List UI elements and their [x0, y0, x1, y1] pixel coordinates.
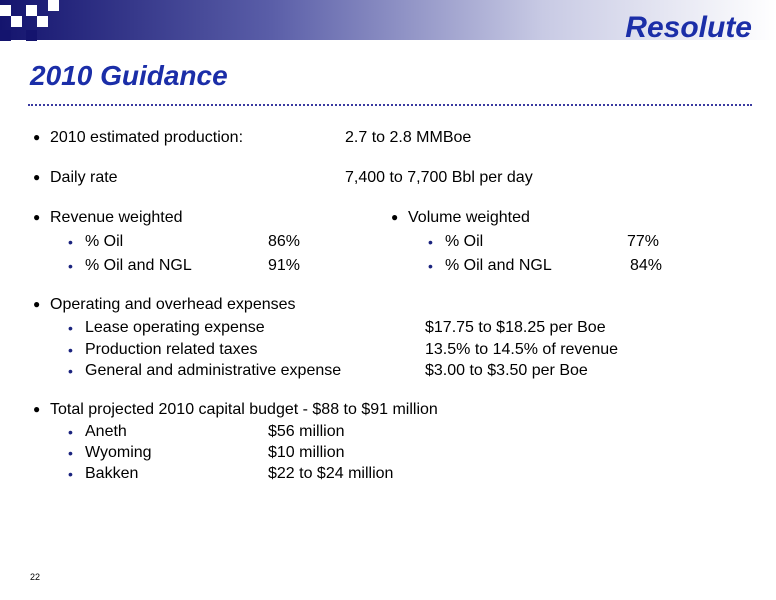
header-band: [0, 0, 776, 40]
row-value: $56 million: [268, 423, 345, 440]
deco-square: [26, 5, 37, 16]
row-value: 86%: [268, 233, 301, 250]
deco-square: [48, 0, 59, 11]
row-value: 13.5% to 14.5% of revenue: [425, 341, 619, 358]
row-label: Wyoming: [68, 444, 151, 462]
deco-square: [0, 5, 11, 16]
row-label: Bakken: [68, 465, 138, 483]
item-label: 2010 estimated production:: [33, 128, 243, 147]
deco-square: [0, 30, 11, 41]
group-label: Total projected 2010 capital budget - $8…: [33, 400, 438, 419]
deco-square: [37, 16, 48, 27]
deco-square: [26, 30, 37, 41]
group-label: Revenue weighted: [33, 208, 182, 227]
group-label: Volume weighted: [391, 208, 530, 227]
row-label: Aneth: [68, 423, 127, 441]
row-label: % Oil and NGL: [68, 257, 192, 275]
deco-square: [11, 16, 22, 27]
item-value: 7,400 to 7,700 Bbl per day: [345, 169, 533, 186]
row-value: $3.00 to $3.50 per Boe: [425, 362, 588, 379]
row-label: % Oil: [428, 233, 483, 251]
title: 2010 Guidance: [30, 60, 228, 91]
row-label: Production related taxes: [68, 341, 258, 359]
row-value: 91%: [268, 257, 301, 274]
item-label: Daily rate: [33, 168, 117, 187]
row-value: $10 million: [268, 444, 345, 461]
page-number: 22: [30, 572, 41, 582]
logo: Resolute: [625, 11, 752, 44]
row-value: 84%: [630, 257, 663, 274]
row-value: 77%: [627, 233, 660, 250]
group-label: Operating and overhead expenses: [33, 295, 295, 314]
item-value: 2.7 to 2.8 MMBoe: [345, 129, 472, 146]
title-rule: [28, 104, 752, 106]
row-label: % Oil and NGL: [428, 257, 552, 275]
row-label: General and administrative expense: [68, 362, 341, 380]
row-label: % Oil: [68, 233, 123, 251]
row-value: $17.75 to $18.25 per Boe: [425, 319, 606, 336]
row-value: $22 to $24 million: [268, 465, 394, 482]
row-label: Lease operating expense: [68, 319, 265, 337]
